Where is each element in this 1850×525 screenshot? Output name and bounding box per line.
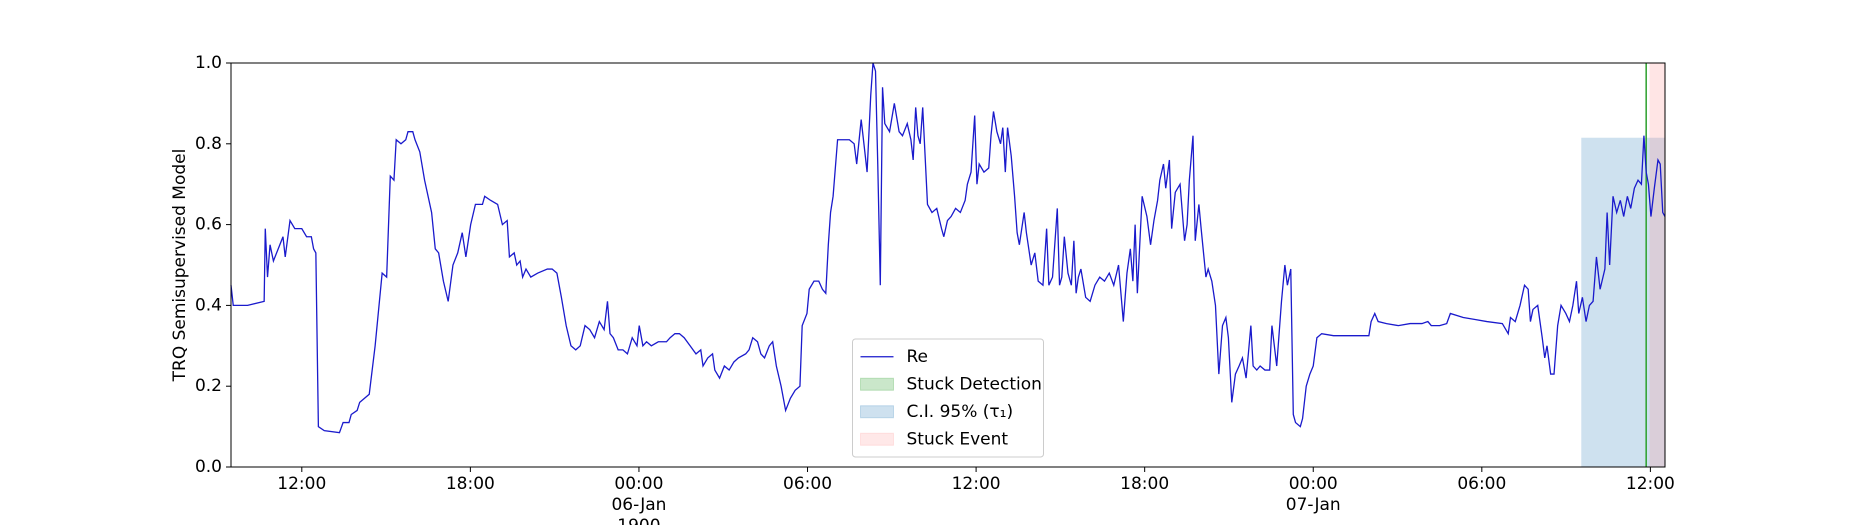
legend-box bbox=[852, 338, 1044, 458]
x-tick-label: 12:00 bbox=[951, 474, 1001, 494]
legend-swatch bbox=[860, 405, 894, 419]
x-tick-label: 06:00 bbox=[783, 474, 833, 494]
legend-label: Stuck Detection bbox=[907, 374, 1042, 394]
x-tick-label: 00:00 07-Jan bbox=[1285, 474, 1341, 515]
legend-label: Re bbox=[907, 347, 929, 367]
x-tick-label: 12:00 bbox=[1625, 474, 1675, 494]
y-tick-label: 0.0 bbox=[195, 457, 222, 477]
data-line bbox=[230, 62, 1666, 434]
x-tick-label: 18:00 bbox=[1120, 474, 1170, 494]
legend: Re Stuck Detection C.I. 95% (τ₁) Stuck Even… bbox=[852, 338, 1044, 458]
x-tick-label: 12:00 bbox=[277, 474, 327, 494]
region bbox=[1649, 63, 1665, 467]
legend-label: Stuck Event bbox=[907, 429, 1009, 449]
y-tick-label: 0.4 bbox=[195, 295, 222, 315]
legend-swatch bbox=[860, 377, 894, 391]
axes-frame bbox=[230, 62, 1666, 468]
y-tick-label: 0.6 bbox=[195, 215, 222, 235]
x-tick-label: 18:00 bbox=[445, 474, 495, 494]
legend-swatch bbox=[860, 432, 894, 446]
y-tick-label: 1.0 bbox=[195, 53, 222, 73]
y-tick-label: 0.8 bbox=[195, 134, 222, 154]
x-tick-label: 00:00 06-Jan 1900 bbox=[611, 474, 667, 525]
region bbox=[1581, 137, 1665, 468]
legend-label: C.I. 95% (τ₁) bbox=[907, 402, 1014, 422]
x-tick-label: 06:00 bbox=[1457, 474, 1507, 494]
y-axis-label: TRQ Semisupervised Model bbox=[170, 149, 190, 383]
y-tick-label: 0.2 bbox=[195, 376, 222, 396]
